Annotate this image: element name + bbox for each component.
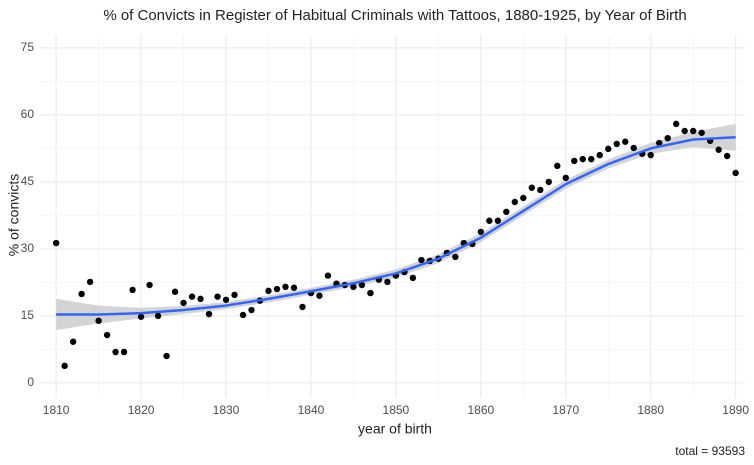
y-tick-label: 30 (21, 241, 35, 255)
point (52, 239, 60, 247)
point (197, 295, 204, 303)
point (112, 348, 119, 356)
point (452, 253, 459, 261)
point (316, 292, 323, 299)
point (494, 217, 502, 224)
point (188, 293, 196, 300)
point (214, 293, 221, 300)
point (605, 145, 612, 153)
point (613, 140, 620, 148)
point (290, 284, 298, 291)
point (171, 288, 179, 295)
point (630, 144, 637, 152)
point (265, 287, 272, 295)
x-tick-label: 1830 (213, 403, 240, 417)
point (163, 352, 170, 360)
point (248, 306, 255, 314)
point (596, 151, 603, 159)
x-tick-label: 1810 (43, 403, 70, 417)
point (358, 281, 366, 289)
point (622, 138, 629, 145)
x-tick-label: 1850 (383, 403, 410, 417)
point (689, 127, 697, 135)
point (350, 283, 357, 291)
point (154, 312, 162, 320)
point (477, 228, 485, 236)
point (486, 217, 493, 224)
y-axis-label: % of convicts (6, 174, 22, 256)
point (103, 331, 111, 339)
point (715, 146, 722, 153)
point (732, 169, 739, 177)
point (571, 157, 578, 165)
x-tick-label: 1820 (128, 403, 155, 417)
point (681, 127, 688, 135)
point (672, 120, 680, 128)
point (520, 194, 527, 202)
point (418, 256, 425, 264)
x-tick-label: 1870 (552, 403, 579, 417)
point (129, 286, 136, 294)
point (537, 186, 544, 194)
point (698, 129, 705, 136)
x-tick-label: 1880 (637, 403, 664, 417)
point (664, 134, 671, 142)
point (239, 311, 247, 319)
point (324, 272, 332, 279)
point (647, 151, 654, 159)
point (78, 290, 85, 298)
y-tick-label: 0 (27, 375, 34, 389)
point (120, 348, 128, 356)
point (562, 174, 569, 182)
point (511, 198, 519, 206)
point (137, 313, 145, 320)
point (95, 317, 102, 324)
chart-title: % of Convicts in Register of Habitual Cr… (103, 7, 686, 24)
point (409, 274, 417, 282)
point (231, 291, 238, 299)
x-tick-label: 1840 (298, 403, 325, 417)
point (205, 310, 213, 318)
x-tick-label: 1860 (467, 403, 494, 417)
point (723, 152, 731, 160)
point (69, 338, 77, 345)
point (656, 139, 663, 147)
point (528, 184, 536, 191)
point (86, 278, 94, 286)
y-tick-label: 15 (21, 308, 35, 322)
y-tick-label: 60 (21, 107, 35, 121)
caption: total = 93593 (675, 444, 745, 458)
y-tick-label: 45 (21, 174, 35, 188)
point (61, 362, 68, 370)
point (146, 281, 153, 289)
smooth-line (56, 135, 736, 316)
point (282, 283, 289, 291)
point (299, 303, 306, 311)
point (273, 285, 281, 293)
point (180, 299, 187, 307)
point (384, 278, 391, 286)
point (503, 208, 510, 216)
x-tick-label: 1890 (722, 403, 749, 417)
point (579, 155, 586, 163)
point (588, 155, 595, 163)
point (545, 178, 552, 186)
point (554, 162, 561, 170)
x-axis-label: year of birth (358, 421, 432, 437)
point (367, 289, 374, 297)
y-tick-label: 75 (21, 40, 35, 54)
point (222, 296, 230, 303)
